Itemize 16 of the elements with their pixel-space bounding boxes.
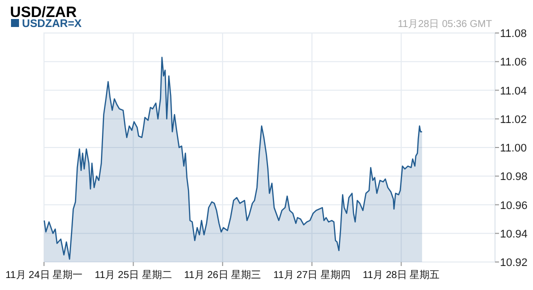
x-tick-label: 11月 27日 星期四 — [273, 269, 350, 281]
x-tick-label: 11月 28日 星期五 — [362, 269, 440, 281]
y-tick-label: 11.08 — [500, 28, 527, 40]
legend-label: USDZAR=X — [22, 18, 82, 30]
y-tick-label: 11.00 — [500, 142, 527, 154]
y-tick-label: 10.96 — [500, 200, 528, 212]
y-tick-label: 10.94 — [500, 228, 528, 240]
y-tick-label: 10.92 — [500, 257, 528, 269]
x-tick-label: 11月 26日 星期三 — [184, 269, 262, 281]
x-tick-label: 11月 24日 星期一 — [5, 269, 83, 281]
text: 11月28日 05:36 GMT — [398, 19, 492, 30]
y-tick-label: 10.98 — [500, 171, 528, 184]
y-tick-label: 11.04 — [500, 85, 527, 98]
y-tick-label: 11.02 — [500, 114, 527, 126]
y-tick-label: 11.06 — [500, 56, 527, 69]
x-tick-label: 11月 25日 星期二 — [94, 269, 172, 281]
